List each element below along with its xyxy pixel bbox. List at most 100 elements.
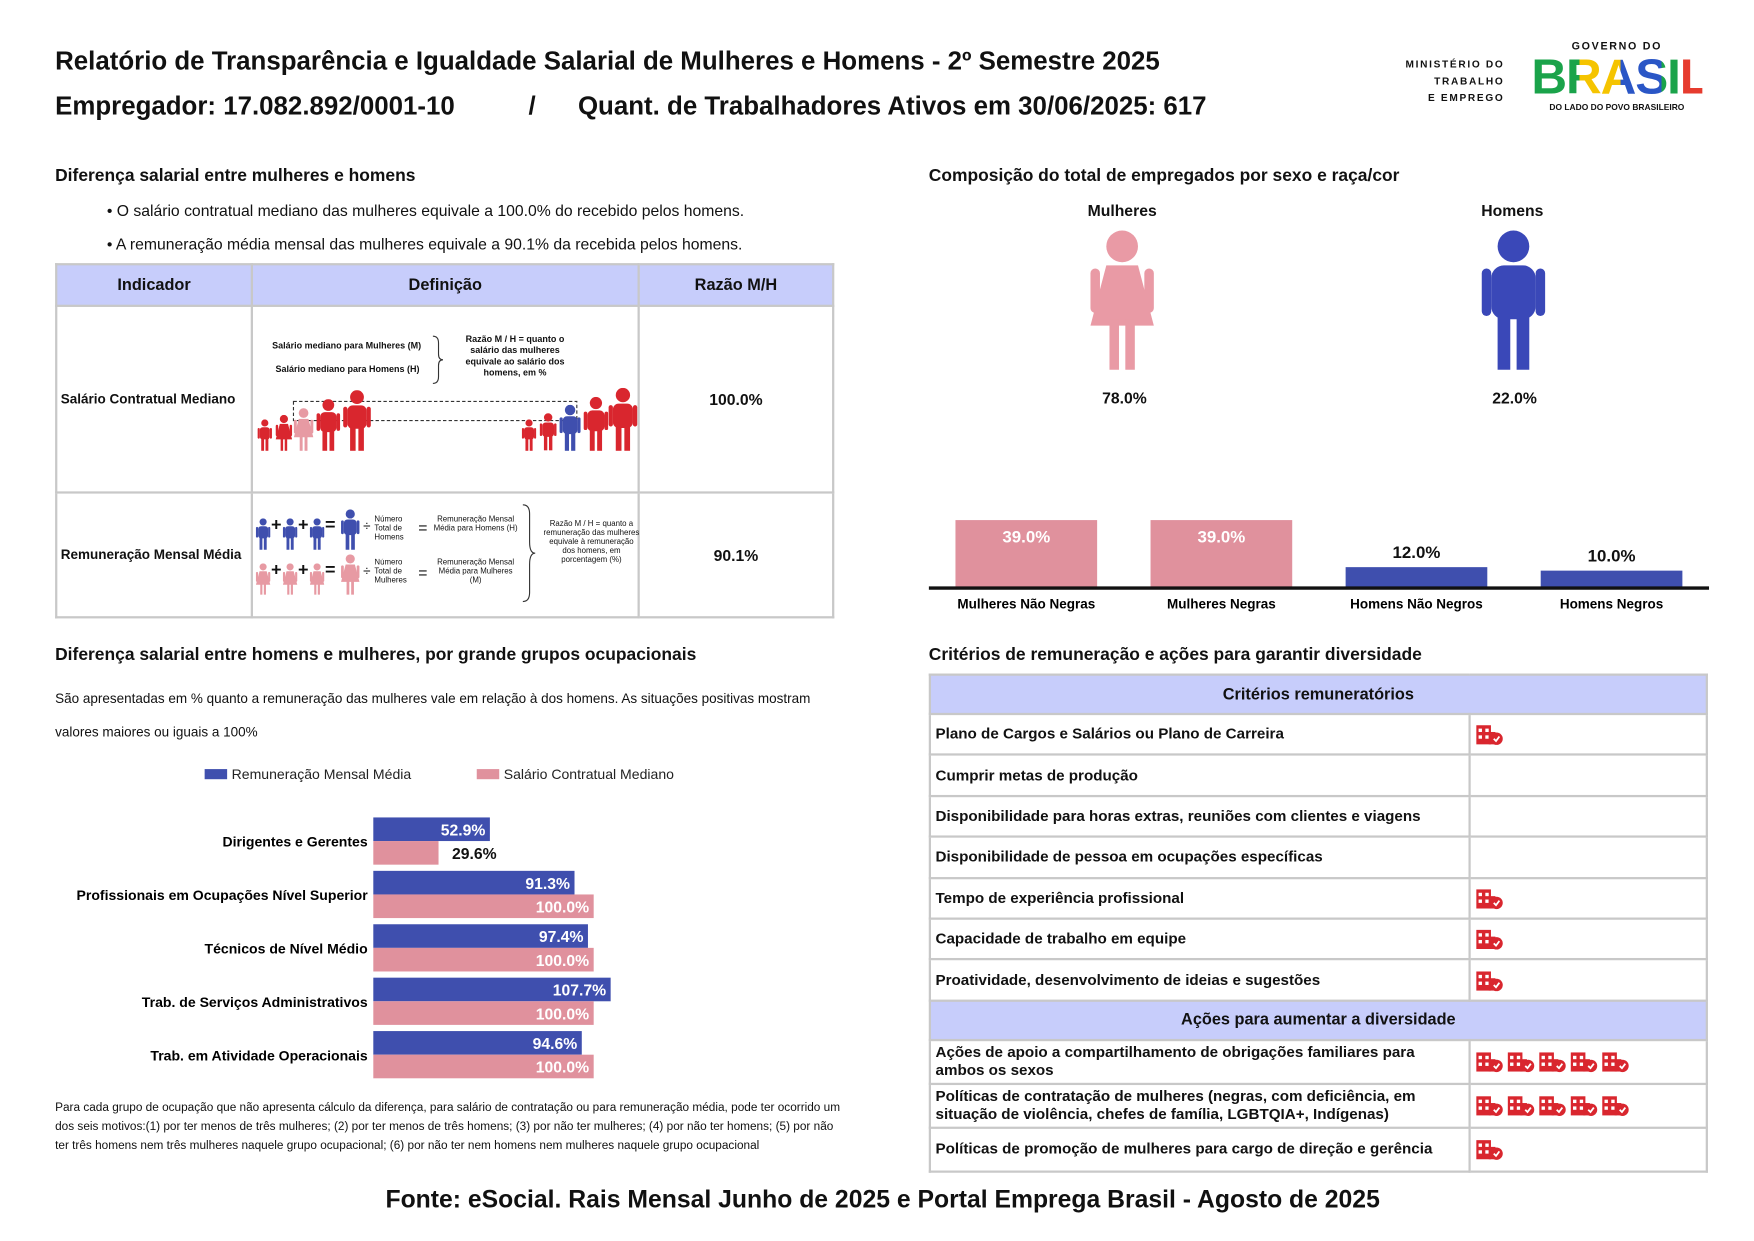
icon-shape <box>1601 1095 1630 1117</box>
definition: + + = + + = ÷ ÷ Número Total de Homens N… <box>250 491 640 619</box>
gov-top: GOVERNO DO <box>1571 40 1663 53</box>
operator: ÷ <box>363 518 371 535</box>
value-label: 52.9% <box>441 822 486 839</box>
salary-table: Indicador Definição Razão M/H Salário Co… <box>55 263 835 619</box>
icon-shape <box>1506 1051 1536 1073</box>
diagram-text: Salário mediano para Homens (H) <box>275 364 420 375</box>
criteria-icons <box>1468 1126 1708 1173</box>
ratio: 100.0% <box>637 304 835 494</box>
icon-shape <box>1569 1051 1599 1073</box>
criteria-row: Ações de apoio a compartilhamento de obr… <box>928 1038 1708 1085</box>
definition: Salário mediano para Mulheres (M) Salári… <box>250 304 640 494</box>
category-label: Dirigentes e Gerentes <box>222 834 367 850</box>
report-title: Relatório de Transparência e Igualdade S… <box>55 46 1160 76</box>
bar <box>373 841 439 865</box>
criteria-label: Tempo de experiência profissional <box>928 876 1471 920</box>
legend-label: Remuneração Mensal Média <box>232 766 412 782</box>
value-label: 100.0% <box>536 1006 589 1023</box>
diagram-text: Número Total de Homens <box>374 516 404 542</box>
criteria-row: Tempo de experiência profissional <box>928 876 1708 920</box>
criteria-row: Cumprir metas de produção <box>928 753 1708 797</box>
icon <box>1538 1095 1567 1117</box>
section-row: Ações para aumentar a diversidade <box>928 999 1708 1041</box>
occupation-chart: Remuneração Mensal Média Salário Contratu… <box>76 766 674 1079</box>
operator: + <box>270 561 282 581</box>
value-label: 29.6% <box>452 846 497 863</box>
criteria-icons <box>1468 794 1708 838</box>
criteria-label: Ações de apoio a compartilhamento de obr… <box>928 1038 1471 1085</box>
operator: = <box>418 518 428 537</box>
category-label: Homens Não Negros <box>1350 596 1483 611</box>
icon <box>1475 888 1504 910</box>
bar <box>373 977 611 1002</box>
criteria-icons <box>1468 876 1708 920</box>
bullet: • O salário contratual mediano das mulhe… <box>106 201 745 220</box>
diagram-text: Razão M / H = quanto a remuneração das m… <box>543 520 640 565</box>
value-label: 12.0% <box>1393 543 1441 562</box>
criteria-icons <box>1468 917 1708 961</box>
diagram-text: Remuneração Mensal Média para Homens (H) <box>433 516 518 533</box>
bar <box>373 894 594 919</box>
operator: + <box>297 516 309 536</box>
indicator: Salário Contratual Mediano <box>55 304 253 494</box>
criteria-label: Capacidade de trabalho em equipe <box>928 917 1471 961</box>
bar <box>955 520 1098 589</box>
bar <box>373 870 575 895</box>
man-icon <box>1481 230 1546 370</box>
footnote: Para cada grupo de ocupação que não apre… <box>55 1100 841 1153</box>
criteria-row: Disponibilidade para horas extras, reuni… <box>928 794 1708 838</box>
operator: = <box>418 563 428 582</box>
criteria-label: Políticas de promoção de mulheres para c… <box>928 1126 1471 1173</box>
diagram-text: Remuneração Mensal Média para Mulheres (… <box>437 558 515 585</box>
bar <box>1540 570 1683 589</box>
value-label: 100.0% <box>536 953 589 970</box>
gov-brand: BRASIL <box>1531 49 1710 105</box>
brace <box>522 504 536 603</box>
criteria-row: Capacidade de trabalho em equipe <box>928 917 1708 961</box>
category-label: Profissionais em Ocupações Nível Superio… <box>76 887 368 903</box>
bar <box>1345 567 1488 589</box>
criteria-icons <box>1468 1082 1708 1129</box>
category-label: Técnicos de Nível Médio <box>205 940 369 956</box>
subtitle: São apresentadas em % quanto a remuneraç… <box>55 690 811 740</box>
category-label: Mulheres Não Negras <box>957 596 1095 611</box>
criteria-icons <box>1468 1038 1708 1085</box>
bar <box>373 947 594 972</box>
icon-shape <box>1601 1051 1630 1073</box>
bar <box>1150 520 1293 589</box>
employer: Empregador: 17.082.892/0001-10 <box>55 91 455 121</box>
criteria-icons <box>1468 958 1708 1002</box>
column-header: Indicador <box>55 263 253 307</box>
value-label: 100.0% <box>536 899 589 916</box>
diagram: + + = + + = ÷ ÷ Número Total de Homens N… <box>253 494 640 617</box>
criteria-icons <box>1468 753 1708 797</box>
icon-shape <box>1538 1051 1567 1073</box>
category-label: Trab. em Atividade Operacionais <box>150 1047 367 1063</box>
value-label: 94.6% <box>533 1036 578 1053</box>
operator: + <box>270 516 282 536</box>
icon <box>1475 724 1504 746</box>
bar <box>373 924 588 948</box>
icon-shape <box>1569 1095 1599 1117</box>
section-title: Diferença salarial entre mulheres e home… <box>55 166 416 186</box>
diagram-text: Razão M / H = quanto o salário das mulhe… <box>465 333 565 378</box>
composition-chart: 39.0% Mulheres Não Negras 39.0% Mulheres Ne… <box>928 520 1710 611</box>
icon-shape <box>1475 724 1504 746</box>
icon-shape <box>1475 1051 1504 1073</box>
legend-swatch <box>204 769 228 780</box>
people <box>257 387 638 451</box>
indicator: Remuneração Mensal Média <box>55 491 253 619</box>
value-label: 100.0% <box>536 1060 589 1077</box>
criteria-label: Disponibilidade para horas extras, reuni… <box>928 794 1471 838</box>
bar <box>373 1054 594 1079</box>
diagram: Salário mediano para Mulheres (M) Salári… <box>253 307 638 491</box>
icon <box>1475 1139 1504 1161</box>
ministry-line: MINISTÉRIO DO <box>1405 58 1505 70</box>
ministry-logo: MINISTÉRIO DO TRABALHO E EMPREGO <box>1383 56 1504 107</box>
section-title: Diferença salarial entre homens e mulher… <box>55 645 697 665</box>
column-header: Definição <box>250 263 640 307</box>
icon-shape <box>1538 1095 1567 1117</box>
category-label: Mulheres Negras <box>1167 596 1276 611</box>
icon <box>1569 1051 1599 1073</box>
criteria-table: Critérios remuneratórios Plano de Cargos … <box>928 673 1708 1173</box>
